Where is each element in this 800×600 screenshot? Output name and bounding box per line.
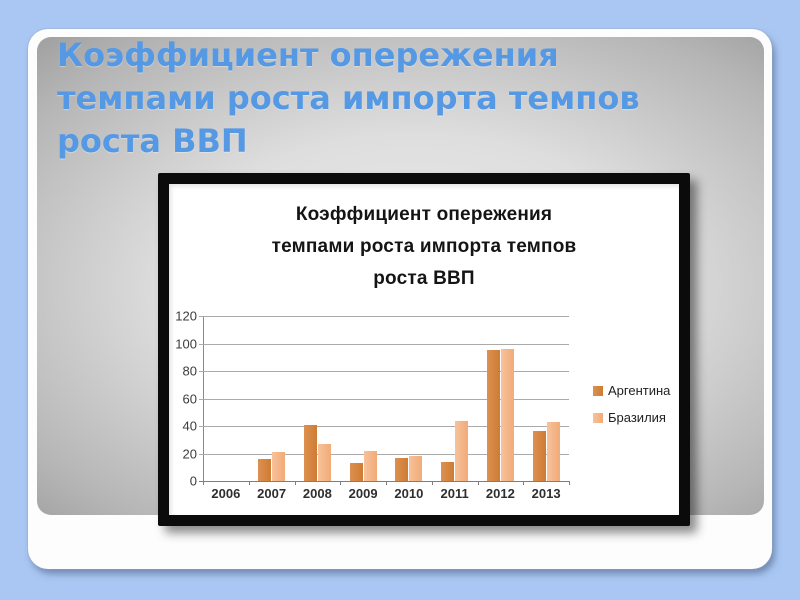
chart-title-line-1: Коэффициент опережения <box>295 204 553 225</box>
x-tick-label-2010: 2010 <box>394 486 424 501</box>
x-tick-mark <box>340 481 342 485</box>
x-tick-mark <box>203 481 204 485</box>
bar-Аргентина-2013 <box>532 431 546 481</box>
x-tick-mark <box>248 481 250 485</box>
legend-swatch-Аргентина <box>593 385 603 396</box>
bar-Бразилия-2011 <box>455 421 469 481</box>
x-tick-mark <box>431 481 433 485</box>
x-tick-mark <box>477 481 479 485</box>
bar-group-2009 <box>340 316 386 481</box>
x-tick-mark <box>294 481 296 485</box>
slide-title: Коэффициент опережения темпами роста имп… <box>57 34 747 163</box>
x-tick-mark <box>386 481 387 485</box>
slide-title-line-3: роста ВВП <box>57 122 248 160</box>
chart-title-line-3: роста ВВП <box>373 268 475 289</box>
bar-Аргентина-2008 <box>303 425 317 481</box>
gridline-40 <box>199 426 569 427</box>
y-axis-labels: 120 100 80 60 40 20 0 <box>169 309 197 489</box>
y-tick-label-20: 20 <box>182 446 197 461</box>
bar-Бразилия-2007 <box>272 452 286 481</box>
legend-label-Бразилия: Бразилия <box>608 410 666 425</box>
x-axis-labels: 2006 2007 2008 2009 2010 2011 2012 2013 <box>203 486 569 501</box>
slide-title-line-2: темпами роста импорта темпов <box>57 79 640 117</box>
gridline-0 <box>199 481 569 482</box>
bar-Аргентина-2011 <box>441 462 455 481</box>
chart-frame: Коэффициент опережения темпами роста имп… <box>158 173 690 526</box>
bar-group-2008 <box>295 316 341 481</box>
x-tick-mark <box>523 481 525 485</box>
bar-Бразилия-2009 <box>363 451 377 481</box>
x-tick-label-2006: 2006 <box>211 486 241 501</box>
bar-group-2012 <box>478 316 524 481</box>
x-tick-label-2013: 2013 <box>531 486 561 501</box>
bar-Аргентина-2009 <box>349 463 363 481</box>
gridline-120 <box>199 316 569 317</box>
legend-item-Бразилия: Бразилия <box>593 410 670 425</box>
y-tick-label-80: 80 <box>182 363 197 379</box>
bar-Аргентина-2012 <box>486 350 500 481</box>
bar-group-2011 <box>432 316 478 481</box>
x-tick-label-2012: 2012 <box>485 486 515 501</box>
bar-group-2006 <box>203 316 249 481</box>
bar-Бразилия-2012 <box>500 349 514 481</box>
y-tick-label-40: 40 <box>182 418 197 434</box>
bar-Бразилия-2013 <box>546 422 560 481</box>
chart-legend: Аргентина Бразилия <box>593 383 670 437</box>
y-tick-label-100: 100 <box>175 336 197 351</box>
chart-title-line-2: темпами роста импорта темпов <box>271 236 577 257</box>
bar-Аргентина-2010 <box>395 458 409 481</box>
x-tick-mark <box>569 481 570 485</box>
gridline-60 <box>199 398 569 400</box>
legend-swatch-Бразилия <box>593 412 603 423</box>
x-axis-ticks <box>203 481 570 486</box>
gridline-20 <box>199 453 569 455</box>
slide-title-line-1: Коэффициент опережения <box>57 36 559 74</box>
x-tick-label-2008: 2008 <box>302 486 332 501</box>
bar-group-2013 <box>523 316 569 481</box>
bar-group-2010 <box>386 316 432 481</box>
bar-chart: Коэффициент опережения темпами роста имп… <box>169 184 679 515</box>
legend-label-Аргентина: Аргентина <box>608 383 671 398</box>
y-tick-label-120: 120 <box>175 308 197 324</box>
chart-title: Коэффициент опережения темпами роста имп… <box>169 199 679 295</box>
y-tick-label-0: 0 <box>189 473 197 489</box>
gridline-80 <box>199 371 569 372</box>
bar-Бразилия-2010 <box>409 456 423 481</box>
x-tick-label-2007: 2007 <box>257 486 287 501</box>
x-tick-label-2009: 2009 <box>348 486 378 501</box>
gridline-100 <box>199 343 569 345</box>
bars-container <box>203 316 569 481</box>
bar-Бразилия-2008 <box>317 444 331 481</box>
bar-Аргентина-2007 <box>258 459 272 481</box>
x-tick-label-2011: 2011 <box>440 486 469 501</box>
plot-area <box>199 316 569 482</box>
bar-group-2007 <box>249 316 295 481</box>
legend-item-Аргентина: Аргентина <box>593 383 670 398</box>
y-tick-label-60: 60 <box>182 391 197 406</box>
